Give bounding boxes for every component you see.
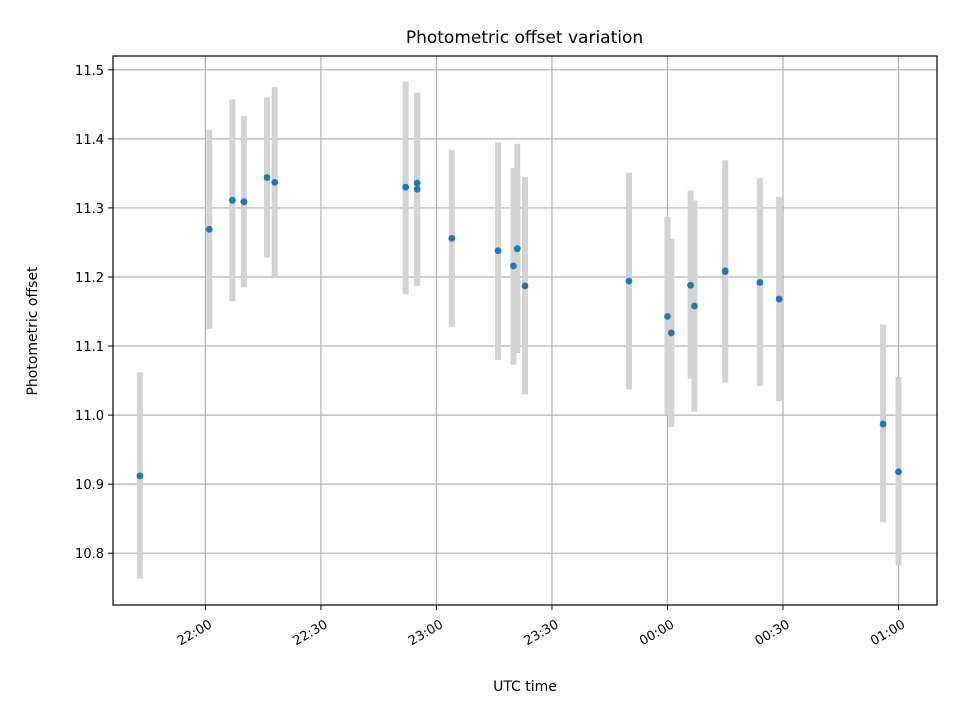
y-axis-label: Photometric offset <box>25 266 41 396</box>
y-tick-label: 11.2 <box>75 271 104 286</box>
chart-title: Photometric offset variation <box>406 28 643 48</box>
plot-frame <box>112 55 938 606</box>
x-tick-label: 00:30 <box>753 617 793 649</box>
data-point <box>228 196 236 204</box>
x-tick-label: 23:00 <box>406 617 446 649</box>
x-axis-label: UTC time <box>493 679 557 695</box>
x-axis-ticks: 22:00 22:30 23:00 23:30 00:00 00:30 01:00 <box>175 605 908 649</box>
data-point <box>448 234 456 242</box>
data-point <box>664 312 671 320</box>
data-point <box>494 247 502 255</box>
data-point <box>413 185 421 193</box>
error-bars <box>136 81 902 579</box>
data-point <box>625 277 633 285</box>
data-point <box>895 468 902 476</box>
data-point <box>136 472 144 480</box>
x-tick-label: 23:30 <box>522 617 562 649</box>
data-point <box>413 179 421 187</box>
x-tick-label: 01:00 <box>868 617 908 649</box>
x-tick-label: 22:00 <box>175 617 215 649</box>
y-tick-label: 11.1 <box>75 340 104 355</box>
data-point <box>205 225 213 233</box>
y-tick-label: 11.4 <box>75 133 104 148</box>
data-point <box>240 198 248 206</box>
x-tick-label: 22:30 <box>291 617 331 649</box>
y-axis-ticks: 10.8 10.9 11.0 11.1 11.2 11.3 11.4 11.5 <box>75 64 113 562</box>
data-point <box>691 302 698 310</box>
data-point <box>402 183 410 191</box>
data-points <box>136 174 902 480</box>
data-point <box>775 295 783 303</box>
data-point <box>510 262 517 270</box>
y-tick-label: 11.3 <box>75 202 104 217</box>
data-point <box>271 178 279 186</box>
data-point <box>521 282 529 290</box>
y-tick-label: 10.9 <box>75 478 104 493</box>
y-tick-label: 11.5 <box>75 64 104 79</box>
data-point <box>263 174 271 181</box>
data-point <box>879 420 887 428</box>
data-point <box>756 279 764 286</box>
data-point <box>721 268 729 275</box>
data-point <box>513 245 521 253</box>
y-tick-label: 10.8 <box>75 547 104 562</box>
y-tick-label: 11.0 <box>75 409 104 424</box>
data-point <box>687 281 694 289</box>
x-tick-label: 00:00 <box>637 617 677 649</box>
data-point <box>667 329 675 337</box>
